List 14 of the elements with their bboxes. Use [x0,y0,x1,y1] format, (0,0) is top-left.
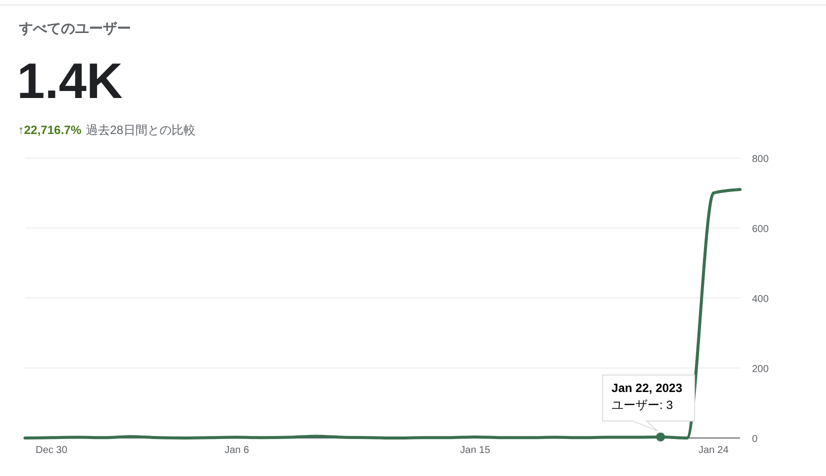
x-tick-label: Jan 6 [224,445,250,456]
y-tick-label: 600 [752,224,770,235]
chart-title: すべてのユーザー [18,20,131,36]
x-tick-label: Jan 15 [460,445,491,456]
annotation: Jan 22, 2023 ユーザー: 3 [612,380,683,412]
y-tick-label: 200 [752,364,770,375]
x-tick-label: Jan 24 [698,445,729,456]
y-tick-label: 400 [752,294,770,305]
text: 過去28日間との比較 [86,123,196,137]
chart-subtitle: 1.4K [17,53,123,109]
y-tick-label: 0 [752,434,758,445]
text: ↑22,716.7% [18,123,82,137]
x-tick-label: Dec 30 [36,445,68,456]
y-tick-label: 800 [752,154,770,165]
